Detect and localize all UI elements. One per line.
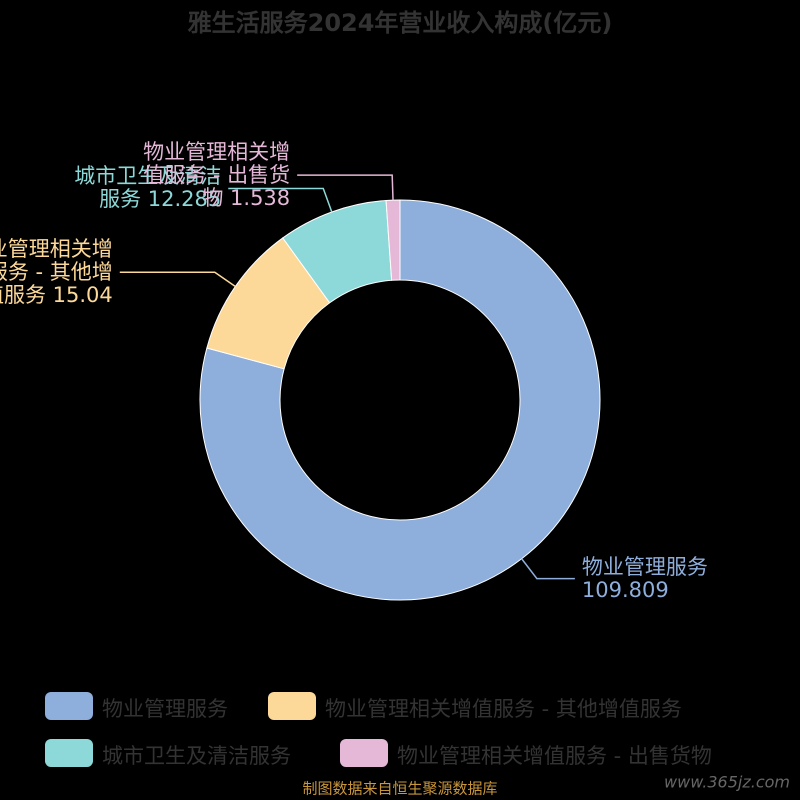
slice-label: 城市卫生及清洁服务 12.285 bbox=[56, 165, 221, 211]
leader-line bbox=[297, 174, 394, 201]
leader-line bbox=[521, 558, 575, 580]
source-note: 制图数据来自恒生聚源数据库 bbox=[302, 780, 497, 798]
label-name: 物业管理相关增值服务 - 其他增值服务 bbox=[0, 236, 113, 307]
slice-label: 物业管理服务 109.809 bbox=[581, 554, 747, 602]
legend-swatch bbox=[45, 692, 93, 720]
slice bbox=[385, 199, 401, 281]
label-value: 15.04 bbox=[52, 282, 113, 307]
legend-label: 物业管理相关增值服务 - 其他增值服务 bbox=[325, 697, 682, 721]
leader-line bbox=[119, 271, 236, 288]
label-name: 物业管理服务 bbox=[581, 554, 708, 579]
legend-label: 物业管理相关增值服务 - 出售货物 bbox=[397, 744, 712, 768]
leader-line bbox=[228, 187, 333, 213]
label-value: 12.285 bbox=[147, 187, 222, 212]
legend-swatch bbox=[268, 692, 316, 720]
legend-swatch bbox=[340, 739, 388, 767]
slice-label: 物业管理相关增值服务 - 其他增值服务 15.04 bbox=[0, 236, 113, 307]
legend-label: 物业管理服务 bbox=[102, 697, 228, 721]
slice-label: 物业管理相关增值服务 - 出售货物 1.538 bbox=[125, 139, 291, 210]
slice bbox=[199, 199, 601, 601]
watermark: www.365jz.com bbox=[664, 773, 790, 792]
label-name: 物业管理相关增值服务 - 出售货物 bbox=[143, 139, 291, 210]
label-name: 城市卫生及清洁服务 bbox=[74, 164, 222, 212]
legend-label: 城市卫生及清洁服务 bbox=[102, 744, 291, 768]
label-value: 1.538 bbox=[230, 185, 291, 210]
legend-swatch bbox=[45, 739, 93, 767]
chart-title: 雅生活服务2024年营业收入构成(亿元) bbox=[188, 9, 613, 37]
label-value: 109.809 bbox=[581, 577, 669, 602]
